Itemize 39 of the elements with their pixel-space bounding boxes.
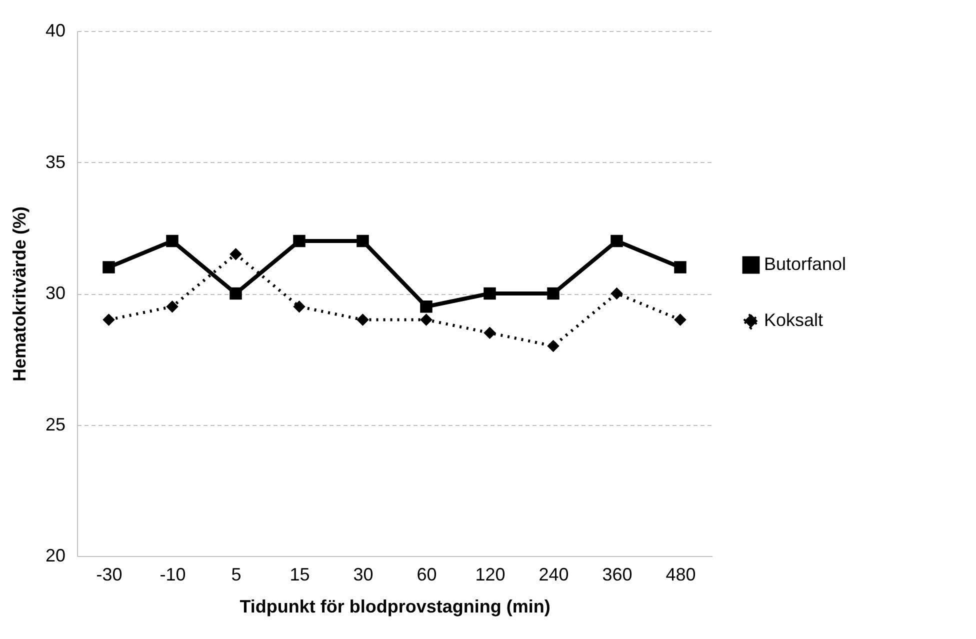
point: [293, 300, 306, 313]
point: [102, 261, 115, 274]
legend-label: Koksalt: [764, 310, 824, 330]
y-tick-label: 20: [45, 546, 66, 566]
y-tick-label: 25: [45, 414, 66, 434]
point: [356, 234, 369, 248]
x-tick-label: 5: [231, 564, 242, 584]
x-tick-label: 360: [602, 564, 632, 584]
x-tick-label: -30: [96, 564, 122, 584]
point: [484, 326, 496, 339]
x-tick-label: 480: [666, 564, 696, 584]
point: [230, 287, 242, 300]
point: [166, 300, 178, 313]
x-tick-label: 240: [538, 564, 569, 584]
point: [420, 300, 432, 313]
x-tick-label: 120: [475, 564, 506, 584]
point: [610, 287, 623, 300]
point: [484, 287, 496, 300]
x-tick-label: -10: [160, 564, 186, 584]
point: [610, 234, 623, 248]
point: [674, 261, 686, 274]
y-tick-label: 35: [45, 152, 66, 172]
point: [547, 287, 560, 300]
point: [547, 340, 560, 352]
point: [102, 314, 115, 326]
point: [230, 248, 242, 260]
x-tick-label: 60: [416, 564, 437, 584]
point: [293, 234, 306, 248]
y-tick-label: 40: [45, 20, 66, 40]
x-tick-label: 30: [353, 564, 374, 584]
point: [420, 314, 432, 326]
point: [356, 314, 369, 326]
y-tick-label: 30: [45, 283, 66, 303]
y-axis-title: Hematokritvärde (%): [9, 206, 30, 382]
x-axis-title: Tidpunkt för blodprovstagning (min): [240, 596, 550, 616]
x-tick-label: 15: [290, 564, 310, 584]
legend-label: Butorfanol: [764, 254, 846, 274]
point: [166, 234, 178, 248]
point: [674, 314, 686, 326]
